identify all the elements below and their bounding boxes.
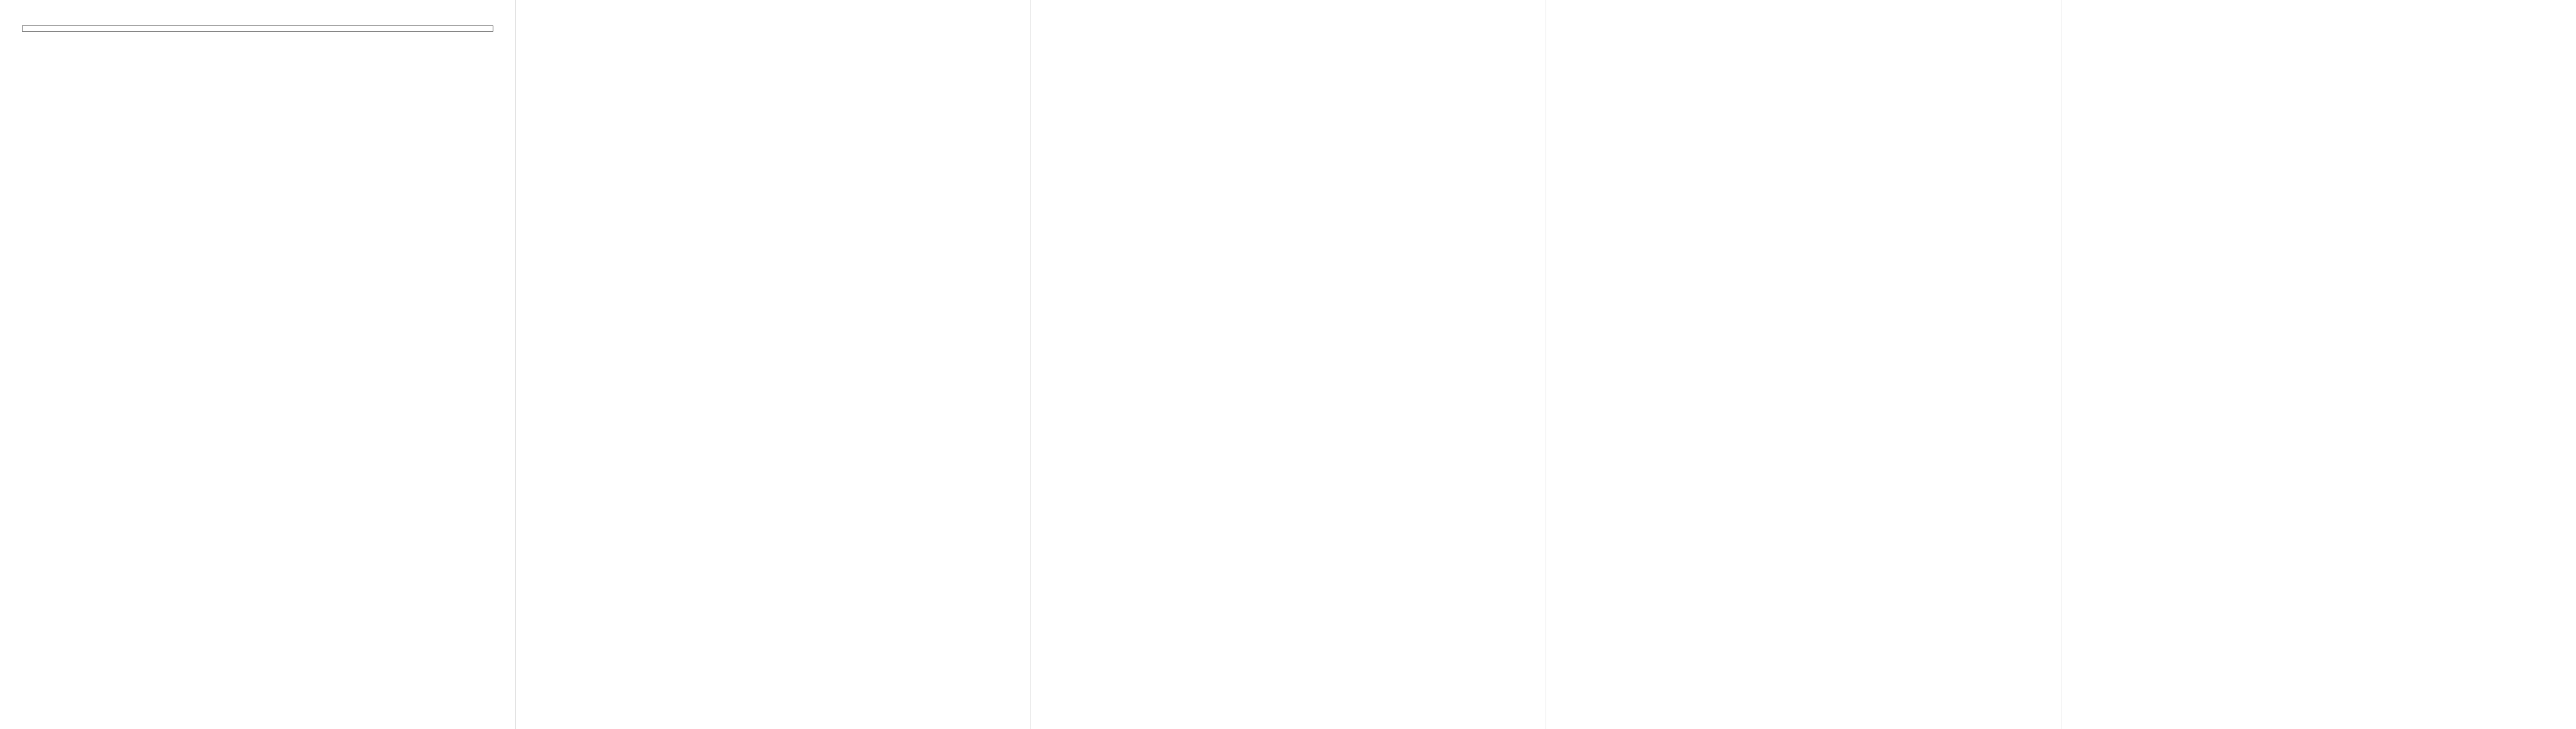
page-1 bbox=[0, 0, 515, 729]
figure-6-proper-motion-comparison-plot bbox=[2083, 69, 2307, 327]
figure-3-proper-motion-plot bbox=[1053, 60, 1276, 271]
figure-2-kdistance-plot bbox=[786, 63, 1009, 277]
figure-5-parallax-histogram bbox=[1568, 226, 1792, 431]
page1-left-column bbox=[22, 330, 245, 566]
page5-left-column bbox=[2083, 51, 2307, 352]
page-4 bbox=[1546, 0, 2061, 729]
page-2 bbox=[515, 0, 1031, 729]
page2-right-column bbox=[786, 51, 1009, 286]
page2-left-column bbox=[538, 51, 761, 286]
manuscript-header-box bbox=[22, 26, 493, 32]
page5-right-column bbox=[2331, 51, 2555, 352]
page3-right-column bbox=[1301, 51, 1524, 283]
figure-4-sky-plane-plot bbox=[1301, 61, 1524, 275]
page-3 bbox=[1030, 0, 1546, 729]
page4-left-column bbox=[1568, 226, 1792, 447]
page3-left-column bbox=[1053, 51, 1276, 283]
figure-1-wise-image bbox=[270, 330, 493, 544]
page4-right-column bbox=[1816, 226, 2040, 447]
page1-right-column bbox=[270, 330, 493, 566]
page-5 bbox=[2061, 0, 2576, 729]
arxiv-watermark bbox=[1, 185, 21, 677]
